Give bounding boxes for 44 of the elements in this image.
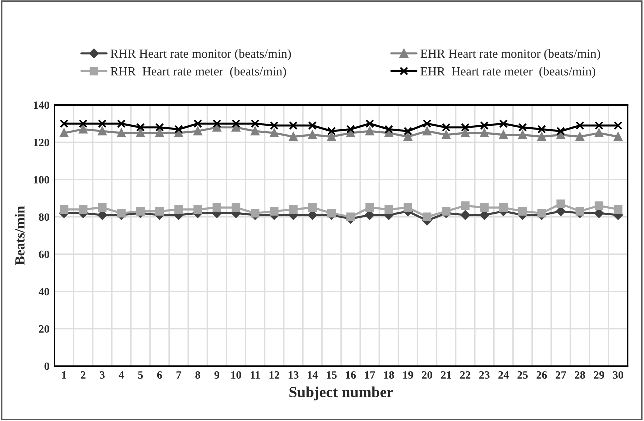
legend-label: EHR Heart rate monitor (beats/min)	[420, 49, 600, 61]
x-tick-label: 22	[460, 371, 471, 379]
y-tick-label: 40	[38, 288, 50, 296]
x-tick-label: 7	[176, 372, 182, 379]
x-tick-label: 12	[270, 371, 280, 379]
x-tick-label: 3	[100, 371, 105, 379]
x-tick-label: 13	[288, 371, 299, 379]
x-tick-label: 21	[441, 371, 452, 379]
x-tick-label: 6	[157, 371, 162, 379]
x-tick-label: 2	[81, 371, 86, 379]
legend-label: EHR Heart rate meter (beats/min)	[420, 67, 596, 78]
y-tick-label: 60	[39, 250, 50, 258]
y-tick-label: 20	[39, 325, 50, 333]
x-tick-label: 28	[575, 371, 586, 379]
x-tick-label: 4	[118, 372, 124, 379]
x-tick-label: 30	[613, 371, 624, 379]
x-tick-label: 29	[594, 371, 604, 379]
x-tick-label: 9	[214, 371, 220, 379]
y-tick-label: 0	[44, 362, 50, 370]
x-tick-label: 16	[346, 371, 356, 379]
x-axis-title: Subject number	[290, 386, 394, 401]
x-tick-label: 1	[62, 372, 66, 379]
legend-label: RHR Heart rate meter (beats/min)	[110, 67, 286, 78]
x-tick-label: 26	[536, 371, 548, 379]
x-tick-label: 18	[384, 371, 394, 379]
x-tick-label: 17	[365, 372, 376, 379]
x-tick-label: 8	[196, 371, 200, 379]
y-tick-label: 140	[34, 102, 50, 110]
x-tick-label: 11	[250, 372, 260, 379]
x-tick-label: 25	[518, 371, 528, 379]
y-tick-label: 120	[34, 139, 50, 147]
x-tick-label: 15	[327, 372, 337, 379]
y-tick-label: 100	[34, 176, 50, 184]
x-tick-label: 19	[404, 371, 414, 379]
legend-label: RHR Heart rate monitor (beats/min)	[110, 49, 292, 61]
x-tick-label: 20	[422, 371, 432, 379]
y-tick-label: 80	[39, 214, 50, 222]
x-tick-label: 27	[556, 371, 566, 379]
x-tick-label: 23	[480, 371, 490, 379]
x-tick-label: 24	[498, 371, 510, 379]
x-tick-label: 14	[308, 372, 318, 379]
x-tick-label: 5	[138, 372, 144, 379]
x-tick-label: 10	[232, 371, 242, 379]
y-axis-title: Beats/min	[15, 206, 25, 266]
